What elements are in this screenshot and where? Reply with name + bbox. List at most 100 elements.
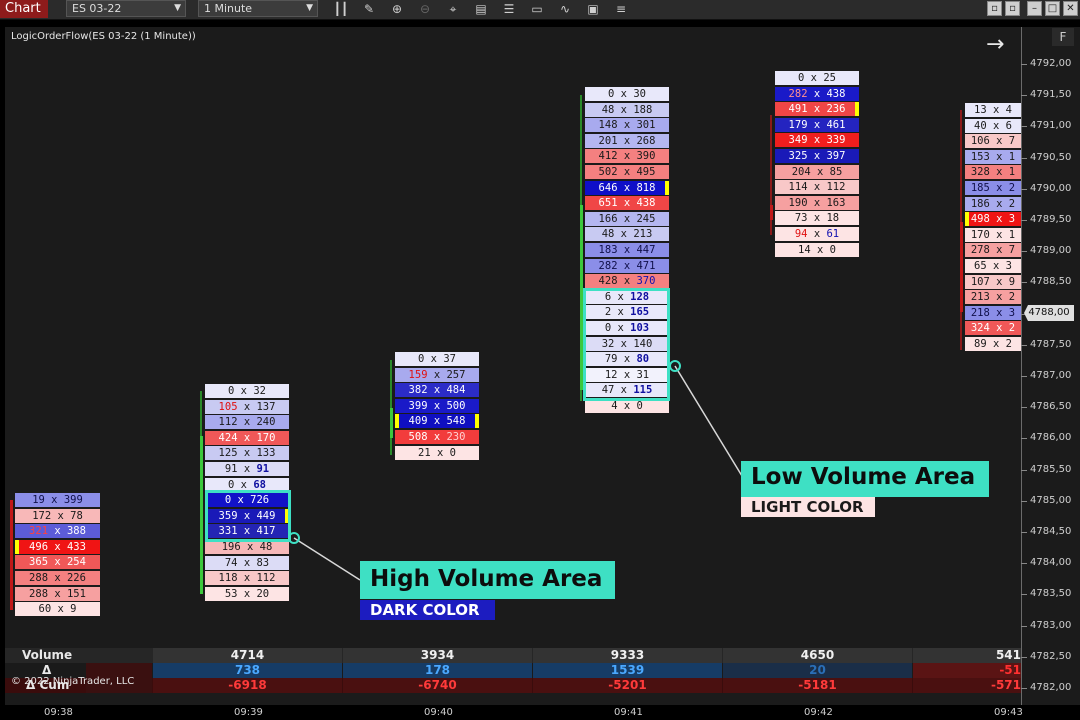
price-label: 4786,00 (1030, 432, 1072, 444)
low-volume-callout: Low Volume Area (741, 461, 989, 497)
cell-separator: x (427, 399, 447, 412)
bid-volume: 40 (974, 119, 987, 132)
cell-separator: x (807, 87, 827, 100)
price-tick (1021, 407, 1027, 409)
footprint-cell: 0 x 726 (205, 493, 289, 508)
price-axis[interactable] (1021, 27, 1080, 705)
interval-selector[interactable]: 1 Minute ▼ (198, 0, 318, 17)
cell-separator: x (234, 478, 254, 491)
data-box-icon[interactable]: ▤ (475, 2, 487, 16)
templates-icon[interactable]: ▭ (531, 2, 543, 16)
footprint-cell: 73 x 18 (775, 211, 859, 226)
ask-volume: 1 (1008, 150, 1016, 163)
ask-volume: 115 (633, 384, 653, 397)
footprint-cell: 0 x 30 (585, 87, 669, 101)
bid-volume: 282 (788, 87, 808, 100)
cell-separator: x (614, 88, 634, 100)
instrument-selector[interactable]: ES 03-22 ▼ (66, 0, 186, 17)
tile-icon[interactable]: ▫ (1005, 1, 1020, 16)
menu-icon[interactable]: ≡ (615, 2, 627, 16)
cell-separator: x (617, 353, 637, 366)
strategy-icon[interactable]: ∿ (559, 2, 571, 16)
ask-volume: 112 (826, 181, 846, 194)
bid-volume: 14 (798, 243, 811, 256)
bid-volume: 0 (798, 72, 805, 84)
delta-value: 1539 (533, 663, 722, 678)
footprint-cell: 399 x 500 (395, 398, 479, 413)
price-tick (1021, 282, 1027, 284)
pin-icon[interactable]: ▫ (987, 1, 1002, 16)
price-tick (1021, 532, 1027, 533)
bid-volume: 321 (29, 525, 49, 538)
bid-volume: 0 (224, 494, 232, 507)
arrow-right-icon[interactable]: → (986, 32, 1005, 57)
ask-volume: 78 (70, 509, 83, 522)
bid-volume: 424 (218, 431, 238, 444)
ask-volume: 91 (256, 463, 270, 475)
ask-volume: 399 (63, 494, 83, 506)
indicators-icon[interactable]: ▣ (587, 2, 599, 16)
cell-separator: x (617, 259, 637, 272)
zoom-in-icon[interactable]: ⊕ (391, 2, 403, 16)
bid-volume: 0 (228, 478, 235, 491)
footprint-cell: 651 x 438 (585, 196, 669, 211)
footprint-cell: 204 x 85 (775, 164, 859, 179)
footprint-cell: 112 x 240 (205, 415, 289, 430)
bid-volume: 112 (218, 416, 238, 429)
delta-row-label: Δ (42, 663, 52, 677)
imbalance-marker (285, 508, 289, 523)
cell-separator: x (989, 213, 1009, 226)
maximize-icon[interactable]: □ (1045, 1, 1060, 16)
crosshair-icon[interactable]: ⌖ (449, 2, 457, 16)
bid-volume: 186 (970, 197, 990, 210)
ask-volume: 25 (823, 72, 836, 84)
draw-icon[interactable]: ✎ (363, 2, 375, 16)
cell-separator: x (807, 118, 827, 131)
footprint-cell: 106 x 7 (965, 134, 1021, 149)
cell-separator: x (48, 540, 67, 553)
cell-separator: x (240, 541, 260, 553)
ask-volume: 7 (1008, 135, 1016, 148)
cell-separator: x (617, 134, 637, 147)
close-icon[interactable]: ✕ (1063, 1, 1078, 16)
footprint-cell: 288 x 226 (15, 571, 100, 585)
footprint-cell: 65 x 3 (965, 259, 1021, 273)
bid-volume: 179 (788, 118, 808, 131)
price-tick (1021, 688, 1027, 689)
bar-style-icon[interactable]: ┃┃ (333, 2, 349, 16)
properties-icon[interactable]: ☰ (503, 2, 515, 16)
ask-volume: 9 (70, 603, 77, 616)
cell-separator: x (989, 182, 1009, 194)
imbalance-marker (395, 414, 399, 429)
footprint-cell: 0 x 32 (205, 384, 289, 398)
footprint-cell: 2 x 165 (585, 305, 669, 320)
volume-row-label: Volume (22, 648, 73, 662)
bid-volume: 185 (970, 182, 990, 194)
footprint-cell: 278 x 7 (965, 243, 1021, 258)
bid-volume: 0 (418, 353, 425, 365)
ask-volume: 254 (66, 556, 86, 569)
ask-volume: 433 (66, 540, 86, 553)
price-label: 4787,00 (1030, 370, 1072, 381)
ask-volume: 30 (633, 88, 646, 100)
ask-volume: 548 (446, 415, 466, 428)
zoom-out-icon[interactable]: ⊖ (419, 2, 431, 16)
footprint-cell: 19 x 399 (15, 493, 100, 507)
bid-volume: 4 (611, 400, 618, 412)
high-volume-callout: High Volume Area (360, 561, 615, 599)
footprint-cell: 646 x 818 (585, 180, 669, 195)
chart-tab[interactable]: Chart (0, 0, 48, 18)
bid-volume: 646 (598, 181, 618, 194)
bid-volume: 148 (598, 119, 618, 132)
f-button[interactable]: F (1052, 28, 1074, 46)
time-axis[interactable] (0, 705, 1080, 720)
time-label: 09:43 (994, 707, 1023, 718)
minimize-icon[interactable]: – (1027, 1, 1042, 16)
footprint-cell: 185 x 2 (965, 181, 1021, 195)
ask-volume: 2 (1008, 291, 1016, 304)
bid-volume: 0 (608, 88, 615, 100)
volume-value: 9333 (533, 648, 722, 663)
ask-volume: 2 (1008, 322, 1016, 335)
cell-separator: x (807, 196, 827, 209)
ask-volume: 32 (253, 385, 266, 397)
